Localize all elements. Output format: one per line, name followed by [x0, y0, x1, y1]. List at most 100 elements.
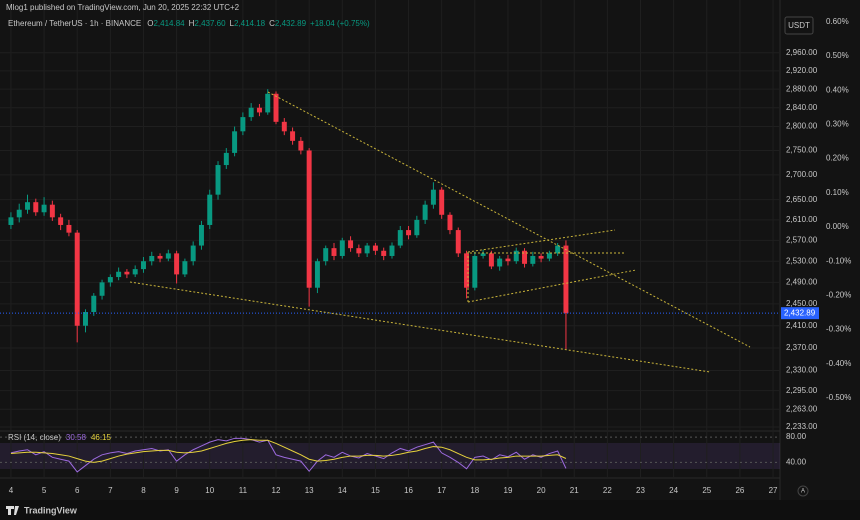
scale-button[interactable]: [797, 485, 809, 497]
rsi-legend: RSI (14, close) 30.58 46.15: [8, 433, 112, 442]
x-tick-label: 24: [669, 486, 678, 495]
y-tick-label: 2,263.00: [786, 404, 818, 413]
candle-body: [107, 277, 113, 283]
y2-tick-label: 0.60%: [826, 17, 849, 26]
candle-body: [207, 194, 213, 225]
ohlc-value: 2,437.60: [194, 19, 226, 28]
y2-tick-label: 0.00%: [826, 222, 849, 231]
candle-body: [331, 248, 337, 256]
currency-button[interactable]: [784, 16, 814, 35]
candle-body: [323, 248, 329, 262]
candle-body: [281, 121, 287, 132]
x-tick-label: 10: [205, 486, 214, 495]
candle-body: [364, 245, 370, 254]
candle-body: [190, 245, 196, 262]
candle-body: [165, 253, 171, 259]
candle-body: [132, 269, 138, 275]
candle-body: [356, 248, 362, 254]
candle-body: [182, 261, 188, 275]
candle-body: [240, 117, 246, 132]
y2-tick-label: -0.20%: [826, 290, 851, 299]
y-tick-label: 2,530.00: [786, 256, 818, 265]
y-tick-label: 2,700.00: [786, 170, 818, 179]
trend-line: [129, 281, 711, 373]
y-tick-label: 2,650.00: [786, 195, 818, 204]
x-tick-label: 8: [141, 486, 146, 495]
y2-tick-label: 0.50%: [826, 51, 849, 60]
y-tick-label: 2,330.00: [786, 366, 818, 375]
candle-body: [397, 230, 403, 246]
y-tick-label: 2,233.00: [786, 422, 818, 431]
symbol: Ethereum / TetherUS · 1h · BINANCE: [8, 19, 141, 28]
y-tick-label: 2,610.00: [786, 215, 818, 224]
candle-body: [439, 189, 445, 215]
candle-body: [74, 232, 80, 326]
x-tick-label: 7: [108, 486, 113, 495]
drawings: [129, 91, 751, 373]
channel-line: [467, 229, 616, 253]
candle-body: [116, 271, 122, 278]
candle-body: [472, 255, 478, 288]
y2-tick-label: -0.10%: [826, 256, 851, 265]
y-tick-label: 2,490.00: [786, 277, 818, 286]
ohlc-value: 2,432.89: [275, 19, 307, 28]
candle-body: [546, 253, 552, 259]
y-tick-label: 2,960.00: [786, 48, 818, 57]
y-tick-label: 2,295.00: [786, 386, 818, 395]
y-tick-label: 2,370.00: [786, 343, 818, 352]
candle-body: [389, 245, 395, 256]
y2-tick-label: -0.40%: [826, 359, 851, 368]
x-tick-label: 4: [9, 486, 14, 495]
x-tick-label: 12: [272, 486, 281, 495]
candle-body: [198, 224, 204, 246]
x-tick-label: 22: [603, 486, 612, 495]
candle-body: [406, 230, 412, 236]
candle-body: [83, 312, 88, 326]
candle-body: [256, 107, 262, 113]
x-tick-label: 6: [75, 486, 80, 495]
x-tick-label: 27: [769, 486, 778, 495]
candle-body: [464, 253, 470, 288]
candle-body: [522, 250, 528, 264]
symbol-legend: Ethereum / TetherUS · 1h · BINANCE O2,414…: [8, 19, 370, 28]
rsi-value: 30.58: [66, 433, 87, 442]
y2-tick-label: 0.20%: [826, 154, 849, 163]
y-tick-label: 2,450.00: [786, 299, 818, 308]
ohlc-value: 2,414.18: [234, 19, 266, 28]
y2-tick-label: -0.50%: [826, 393, 851, 402]
rsi-value: 46.15: [91, 433, 112, 442]
candle-body: [348, 240, 354, 249]
y-tick-label: 2,880.00: [786, 84, 818, 93]
candle-body: [232, 131, 238, 153]
change: +18.04 (+0.75%): [310, 19, 370, 28]
candle-body: [290, 131, 296, 141]
candle-body: [8, 217, 14, 225]
currency[interactable]: USDT: [788, 21, 810, 30]
candle-body: [455, 230, 461, 254]
ohlc-key: H: [189, 19, 195, 28]
y2-tick-label: 0.30%: [826, 120, 849, 129]
publisher: Mlog1 published on TradingView.com, Jun …: [6, 3, 240, 12]
candle-body: [58, 217, 64, 225]
x-tick-label: 16: [404, 486, 413, 495]
x-tick-label: 14: [338, 486, 347, 495]
x-tick-label: 25: [702, 486, 711, 495]
candle-body: [430, 189, 436, 205]
scale-mode[interactable]: A: [801, 489, 805, 495]
candle-body: [223, 152, 229, 166]
y-tick-label: 40.00: [786, 458, 807, 467]
candle-body: [538, 255, 544, 259]
y-tick-label: 80.00: [786, 432, 807, 441]
candle-body: [339, 240, 345, 256]
candle-body: [174, 253, 180, 275]
y-tick-label: 2,840.00: [786, 103, 818, 112]
channel-line: [467, 269, 637, 303]
candle-body: [563, 245, 569, 314]
candle-body: [422, 204, 428, 220]
candle-body: [248, 107, 254, 118]
y-tick-label: 2,410.00: [786, 321, 818, 330]
candle-body: [66, 224, 72, 233]
candle-body: [124, 271, 130, 275]
x-tick-label: 13: [305, 486, 314, 495]
y2-tick-label: -0.30%: [826, 325, 851, 334]
